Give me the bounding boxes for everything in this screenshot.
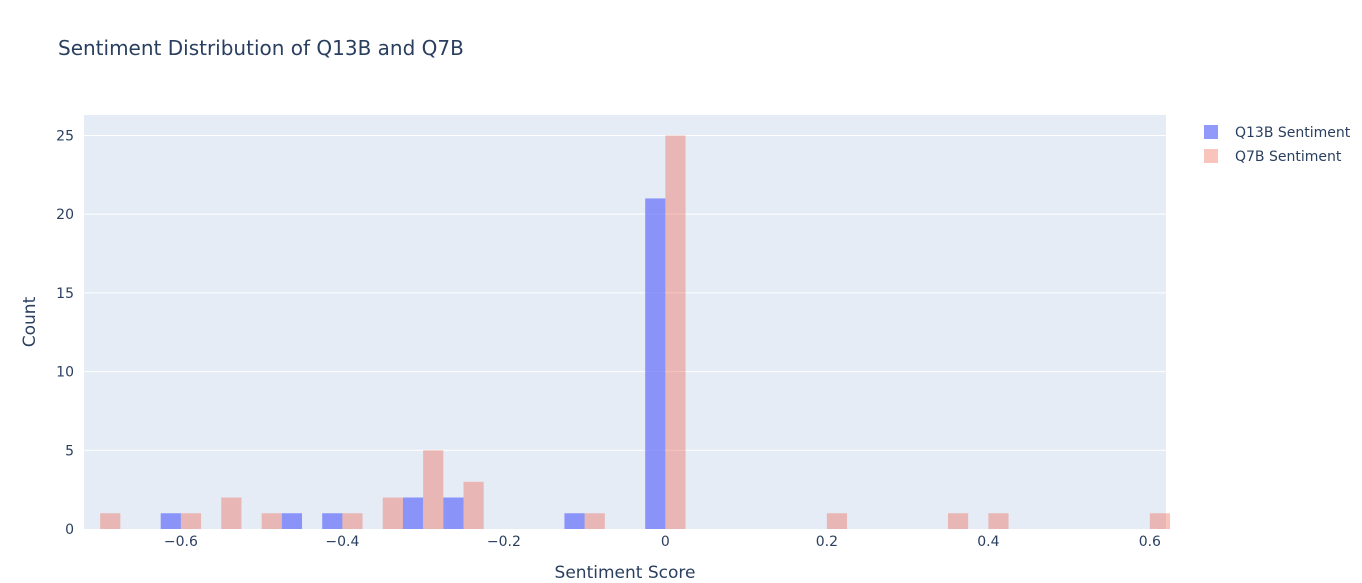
bar-q13b-sentiment[interactable] — [402, 497, 424, 529]
bar-q7b-sentiment[interactable] — [584, 513, 605, 529]
legend[interactable]: Q13B Sentiment Q7B Sentiment — [1204, 125, 1351, 165]
bar-q7b-sentiment[interactable] — [342, 513, 363, 529]
x-tick-label: 0 — [661, 534, 670, 550]
y-tick-label: 25 — [56, 128, 74, 144]
x-axis-ticks: −0.6 −0.4 −0.2 0 0.2 0.4 0.6 — [164, 534, 1161, 550]
bar-q7b-sentiment[interactable] — [423, 450, 444, 529]
x-tick-label: 0.4 — [977, 534, 999, 550]
x-tick-label: −0.2 — [487, 534, 521, 550]
bar-q7b-sentiment[interactable] — [261, 513, 282, 529]
bar-q7b-sentiment[interactable] — [463, 481, 484, 529]
legend-label[interactable]: Q7B Sentiment — [1235, 149, 1342, 165]
chart-title: Sentiment Distribution of Q13B and Q7B — [58, 36, 464, 60]
bar-q13b-sentiment[interactable] — [281, 513, 303, 529]
bar-q13b-sentiment[interactable] — [645, 198, 666, 529]
bars-layer — [100, 135, 1171, 530]
y-tick-label: 10 — [56, 365, 74, 381]
bar-q7b-sentiment[interactable] — [180, 513, 202, 529]
y-tick-label: 5 — [65, 443, 74, 459]
gridlines — [84, 134, 1166, 451]
bar-q13b-sentiment[interactable] — [160, 513, 181, 529]
bar-q7b-sentiment[interactable] — [382, 497, 403, 529]
legend-swatch[interactable] — [1204, 125, 1218, 139]
bar-q7b-sentiment[interactable] — [100, 513, 121, 529]
bar-q13b-sentiment[interactable] — [322, 513, 343, 529]
x-tick-label: −0.6 — [164, 534, 198, 550]
bar-q7b-sentiment[interactable] — [1149, 513, 1171, 529]
bar-q13b-sentiment[interactable] — [443, 497, 464, 529]
x-tick-label: 0.2 — [816, 534, 838, 550]
bar-q7b-sentiment[interactable] — [988, 513, 1009, 529]
bar-q7b-sentiment[interactable] — [665, 135, 686, 530]
bar-q7b-sentiment[interactable] — [947, 513, 969, 529]
y-axis-label: Count — [20, 296, 40, 347]
y-tick-label: 20 — [56, 207, 74, 223]
y-tick-label: 15 — [56, 286, 74, 302]
y-axis-ticks: 0 5 10 15 20 25 — [56, 128, 74, 538]
bar-q13b-sentiment[interactable] — [564, 513, 585, 529]
x-tick-label: 0.6 — [1139, 534, 1161, 550]
legend-swatch[interactable] — [1204, 149, 1218, 163]
x-axis-label: Sentiment Score — [555, 563, 696, 583]
plot-area — [84, 115, 1166, 529]
bar-q7b-sentiment[interactable] — [221, 497, 242, 529]
y-tick-label: 0 — [65, 522, 74, 538]
bar-q7b-sentiment[interactable] — [826, 513, 848, 529]
x-tick-label: −0.4 — [325, 534, 359, 550]
legend-label[interactable]: Q13B Sentiment — [1235, 125, 1351, 141]
